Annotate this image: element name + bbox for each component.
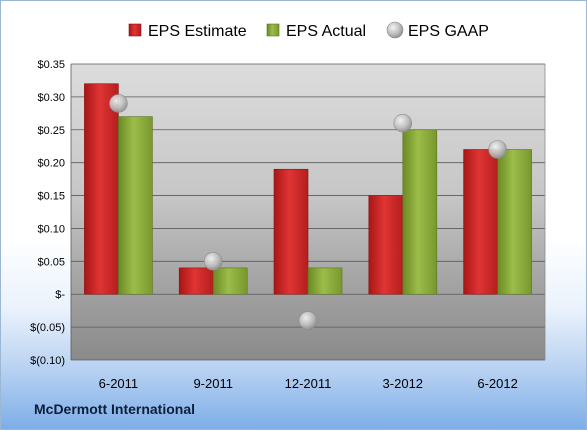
eps-estimate-bar xyxy=(368,195,404,295)
company-name: McDermott International xyxy=(34,401,196,417)
y-tick-label: $(0.05) xyxy=(30,322,65,334)
eps-actual-bar xyxy=(497,149,532,295)
legend-swatch xyxy=(128,23,142,37)
y-tick-label: $0.20 xyxy=(37,158,65,170)
y-tick-label: $- xyxy=(55,289,65,301)
x-tick-label: 12-2011 xyxy=(285,376,332,391)
eps-gaap-point xyxy=(488,140,507,159)
legend-label: EPS GAAP xyxy=(408,23,489,40)
x-tick-label: 6-2012 xyxy=(477,376,517,391)
legend-swatch xyxy=(386,21,404,39)
y-tick-label: $0.05 xyxy=(37,256,65,268)
y-tick-label: $0.15 xyxy=(37,191,65,203)
legend-label: EPS Actual xyxy=(286,23,366,40)
legend-swatch xyxy=(266,23,280,37)
y-tick-label: $0.30 xyxy=(37,92,65,104)
axis-labels: $0.35 $0.30 $0.25 $0.20 $0.15 $0.10 $0.05 $- $(0… xyxy=(30,59,518,391)
legend-label: EPS Estimate xyxy=(148,23,247,40)
eps-gaap-point xyxy=(109,94,128,113)
eps-estimate-bar xyxy=(178,267,214,295)
eps-actual-bar xyxy=(402,129,438,295)
eps-actual-bar xyxy=(307,267,343,295)
eps-estimate-bar xyxy=(273,168,309,295)
y-tick-label: $0.10 xyxy=(37,223,65,235)
x-tick-label: 3-2012 xyxy=(383,376,423,391)
eps-actual-bar xyxy=(118,116,153,295)
eps-gaap-point xyxy=(203,252,223,271)
y-tick-label: $0.25 xyxy=(37,125,65,137)
eps-estimate-bar xyxy=(84,83,119,295)
chart-marks xyxy=(84,83,532,330)
eps-actual-bar xyxy=(212,267,248,295)
eps-estimate-bar xyxy=(463,149,498,295)
eps-gaap-point xyxy=(393,113,413,133)
y-tick-label: $0.35 xyxy=(37,59,65,71)
y-tick-label: $(0.10) xyxy=(30,355,65,367)
legend: EPS Estimate EPS Actual EPS GAAP xyxy=(128,21,489,40)
x-tick-label: 6-2011 xyxy=(99,376,139,391)
x-tick-label: 9-2011 xyxy=(193,376,233,391)
eps-gaap-point xyxy=(298,311,318,330)
